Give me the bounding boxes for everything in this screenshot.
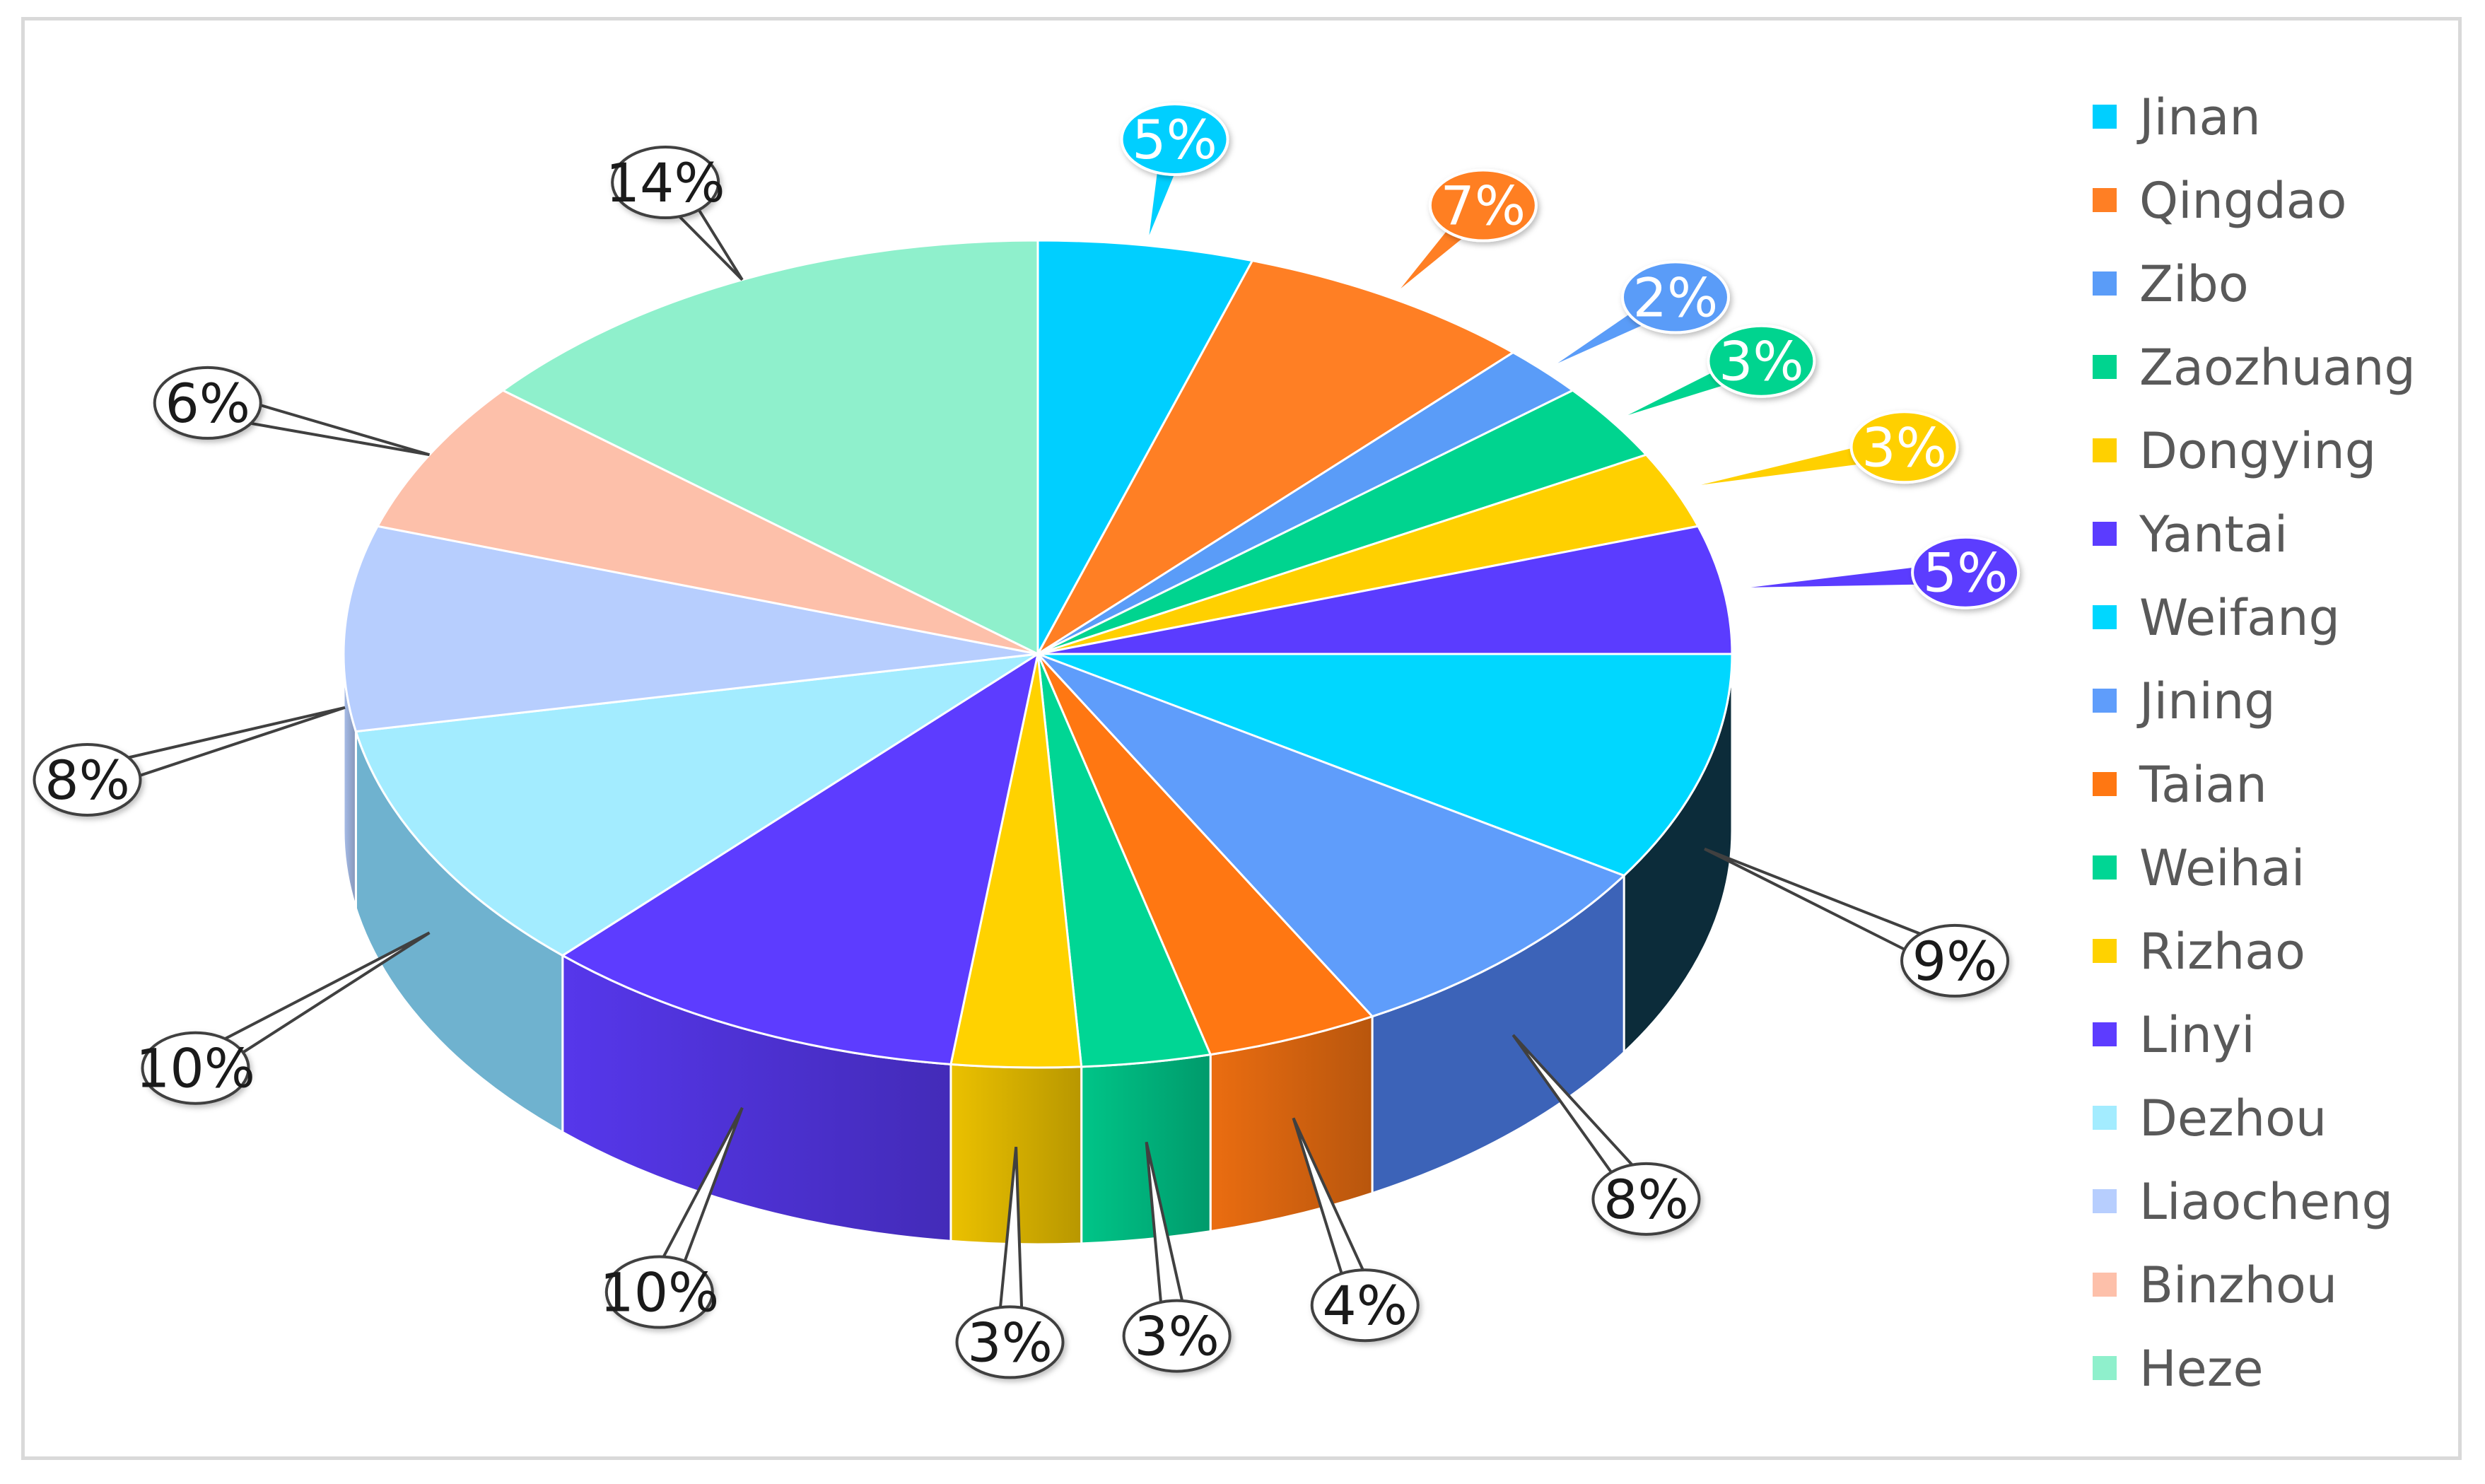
data-label-bubble-dongying	[1849, 410, 1959, 484]
legend-label-linyi: Linyi	[2139, 1006, 2255, 1064]
legend-label-qingdao: Qingdao	[2139, 172, 2347, 230]
legend-swatch-dongying	[2093, 438, 2117, 462]
pie-chart: 5%7%2%3%3%5%9%8%4%3%3%10%10%8%6%14% Jina…	[33, 88, 2416, 1398]
legend-swatch-weihai	[2093, 855, 2117, 880]
data-label-bubble-zibo	[1620, 260, 1730, 334]
data-label-dezhou: 10%	[136, 1037, 255, 1100]
pie-slice-dezhou	[354, 653, 1039, 957]
data-label-bubble-binzhou	[153, 366, 262, 440]
data-label-dongying: 3%	[1861, 416, 1947, 479]
pie-slice-taian	[1036, 653, 1374, 1056]
legend-swatch-rizhao	[2093, 939, 2117, 963]
legend-label-dongying: Dongying	[2139, 422, 2376, 480]
data-label-heze: 14%	[606, 151, 725, 214]
data-label-zibo: 2%	[1633, 266, 1719, 329]
legend-swatch-zibo	[2093, 271, 2117, 296]
data-label-bubble-dezhou	[141, 1031, 250, 1105]
data-label-linyi: 10%	[600, 1261, 719, 1324]
data-label-bubble-rizhao	[955, 1305, 1065, 1379]
data-label-bubble-weifang	[1900, 923, 2010, 998]
legend-swatch-zaozhuang	[2093, 355, 2117, 379]
data-label-jinan: 5%	[1132, 108, 1217, 171]
legend-swatch-taian	[2093, 772, 2117, 796]
legend-label-heze: Heze	[2139, 1340, 2264, 1398]
data-label-bubble-taian	[1310, 1268, 1420, 1343]
pie-side-walls	[342, 653, 1733, 1246]
data-label-qingdao: 7%	[1441, 175, 1526, 238]
data-label-leader-weifang	[1704, 847, 1939, 963]
data-label-bubble-jining	[1591, 1162, 1701, 1236]
legend-swatch-heze	[2093, 1356, 2117, 1380]
legend-label-binzhou: Binzhou	[2139, 1256, 2337, 1314]
data-label-bubble-yantai	[1911, 535, 2021, 609]
data-label-binzhou: 6%	[165, 372, 250, 435]
data-label-weihai: 3%	[1134, 1305, 1220, 1368]
legend-label-weihai: Weihai	[2139, 839, 2305, 897]
legend-swatch-jinan	[2093, 105, 2117, 129]
data-label-bubble-qingdao	[1428, 168, 1538, 243]
legend-label-dezhou: Dezhou	[2139, 1089, 2327, 1147]
pie-slice-jining	[1036, 653, 1626, 1018]
legend-label-weifang: Weifang	[2139, 589, 2340, 647]
legend-swatch-binzhou	[2093, 1273, 2117, 1297]
data-label-bubble-linyi	[604, 1255, 714, 1329]
data-label-leader-yantai	[1723, 561, 1943, 591]
pie-top-surface	[342, 239, 1733, 1069]
data-label-bubble-jinan	[1120, 102, 1229, 176]
data-label-weifang: 9%	[1912, 930, 1998, 993]
data-labels: 5%7%2%3%3%5%9%8%4%3%3%10%10%8%6%14%	[33, 102, 2021, 1379]
data-label-zaozhuang: 3%	[1719, 330, 1804, 393]
data-label-jining: 8%	[1603, 1168, 1689, 1231]
data-label-bubble-weihai	[1122, 1299, 1232, 1373]
legend-label-zibo: Zibo	[2139, 255, 2249, 313]
legend-label-jining: Jining	[2136, 672, 2276, 730]
legend: Jinan Qingdao Zibo Zaozhuang Dongying Yantai W…	[2093, 88, 2416, 1398]
pie-slice-weifang	[1037, 653, 1733, 877]
legend-label-jinan: Jinan	[2136, 88, 2261, 146]
data-label-bubble-heze	[611, 146, 720, 220]
data-label-bubble-liaocheng	[33, 742, 142, 817]
legend-swatch-jining	[2093, 689, 2117, 713]
legend-swatch-liaocheng	[2093, 1189, 2117, 1213]
pie-slice-liaocheng	[342, 525, 1039, 733]
legend-swatch-dezhou	[2093, 1106, 2117, 1130]
legend-swatch-qingdao	[2093, 188, 2117, 212]
data-label-yantai: 5%	[1923, 542, 2009, 604]
data-label-bubble-zaozhuang	[1707, 324, 1816, 398]
legend-label-rizhao: Rizhao	[2139, 923, 2305, 981]
data-label-taian: 4%	[1322, 1274, 1408, 1337]
legend-label-taian: Taian	[2139, 756, 2267, 814]
legend-label-yantai: Yantai	[2139, 506, 2288, 563]
legend-label-liaocheng: Liaocheng	[2139, 1173, 2393, 1231]
data-label-liaocheng: 8%	[45, 749, 130, 812]
data-label-rizhao: 3%	[967, 1311, 1053, 1374]
pie-slice-linyi	[560, 651, 1040, 1065]
legend-label-zaozhuang: Zaozhuang	[2139, 339, 2416, 397]
chart-frame: 5% 7% 2% 3% 3% 5% 9% 8% 4% 3% 3% 10% 10% 8% 6% 14% Jina…	[21, 17, 2462, 1460]
legend-swatch-weifang	[2093, 605, 2117, 629]
legend-swatch-yantai	[2093, 522, 2117, 546]
data-label-leader-liaocheng	[106, 706, 346, 786]
legend-swatch-linyi	[2093, 1022, 2117, 1046]
